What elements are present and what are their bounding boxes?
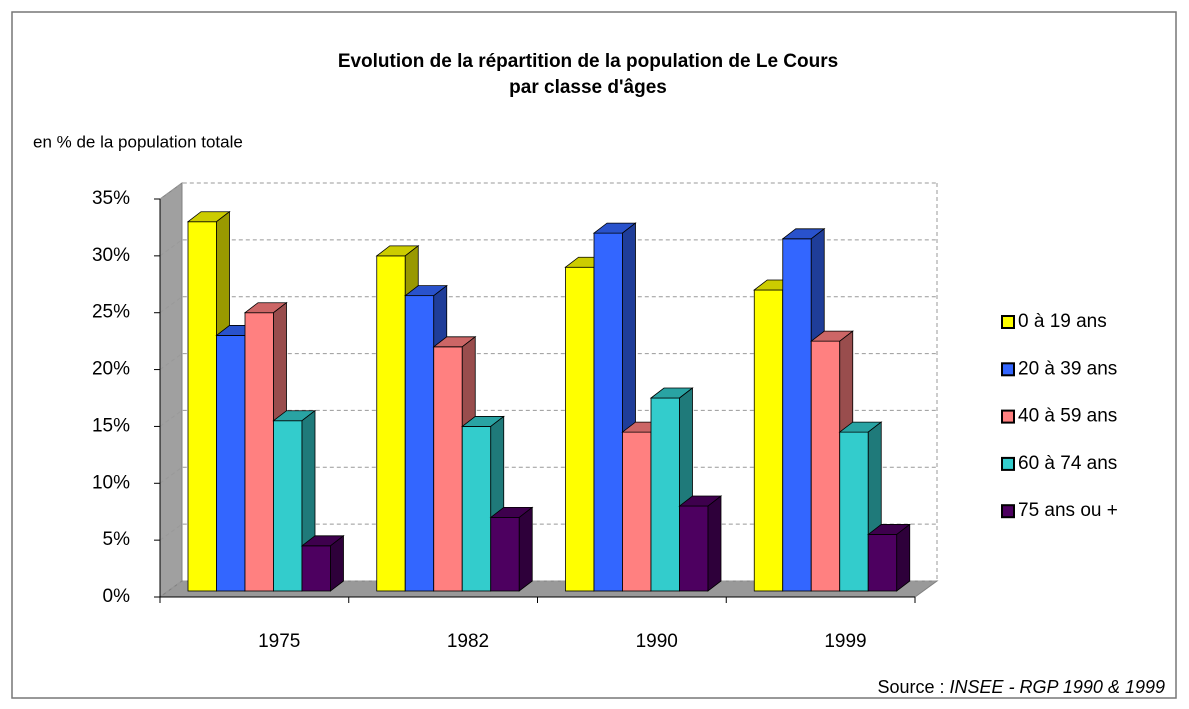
bar <box>679 505 709 592</box>
bar <box>301 545 331 592</box>
x-tick-label: 1982 <box>447 631 489 652</box>
legend-label: 75 ans ou + <box>1018 500 1118 521</box>
bar <box>433 346 463 592</box>
y-tick-label: 15% <box>92 415 130 436</box>
x-tick-label: 1999 <box>824 631 866 652</box>
bar <box>490 517 520 592</box>
y-tick-label: 0% <box>103 586 131 607</box>
y-tick-label: 5% <box>103 529 131 550</box>
grid-line <box>159 580 937 598</box>
legend-label: 0 à 19 ans <box>1018 311 1107 332</box>
bar <box>753 289 784 592</box>
legend-label: 60 à 74 ans <box>1018 453 1117 474</box>
bar-side <box>707 495 722 592</box>
y-tick-label: 10% <box>92 472 130 493</box>
chart-title: par classe d'âges <box>509 77 667 98</box>
x-tick-label: 1975 <box>258 631 300 652</box>
y-tick-label: 20% <box>92 359 130 380</box>
side-wall <box>159 182 183 598</box>
bar <box>273 420 303 592</box>
bar <box>650 397 680 592</box>
grid-line <box>159 239 937 257</box>
bar <box>404 295 435 592</box>
legend-label: 20 à 39 ans <box>1018 358 1117 379</box>
x-tick-label: 1990 <box>636 631 678 652</box>
legend-swatch <box>1001 409 1015 424</box>
legend-swatch <box>1001 504 1015 519</box>
bar <box>867 534 898 592</box>
legend-swatch <box>1001 456 1015 471</box>
legend-swatch <box>1001 362 1015 377</box>
grid-line <box>159 182 937 200</box>
bar <box>622 431 652 592</box>
source-label: Source : <box>877 677 944 697</box>
grid-line <box>159 296 937 314</box>
bar <box>461 426 492 592</box>
bar <box>216 335 246 592</box>
source: Source : INSEE - RGP 1990 & 1999 <box>877 677 1165 697</box>
grid-line <box>159 409 937 427</box>
grid-line <box>159 523 937 541</box>
bar-side <box>896 523 911 592</box>
grid-line <box>159 353 937 370</box>
y-tick-label: 30% <box>92 245 130 266</box>
bar <box>565 266 595 592</box>
bar <box>782 238 812 592</box>
bar <box>593 232 623 592</box>
bar-side <box>330 535 344 592</box>
bar <box>839 431 869 592</box>
source-text: INSEE - RGP 1990 & 1999 <box>950 677 1165 697</box>
bar <box>187 221 217 592</box>
bar-side <box>518 506 533 592</box>
bar <box>244 312 274 592</box>
y-axis-label: en % de la population totale <box>33 132 243 151</box>
y-tick-label: 25% <box>92 302 130 323</box>
legend-label: 40 à 59 ans <box>1018 406 1117 427</box>
bar <box>810 340 841 592</box>
bar <box>376 255 406 592</box>
grid-line <box>159 466 937 484</box>
legend-swatch <box>1001 315 1015 329</box>
y-tick-label: 35% <box>92 188 130 209</box>
chart-title: Evolution de la répartition de la popula… <box>338 51 838 72</box>
